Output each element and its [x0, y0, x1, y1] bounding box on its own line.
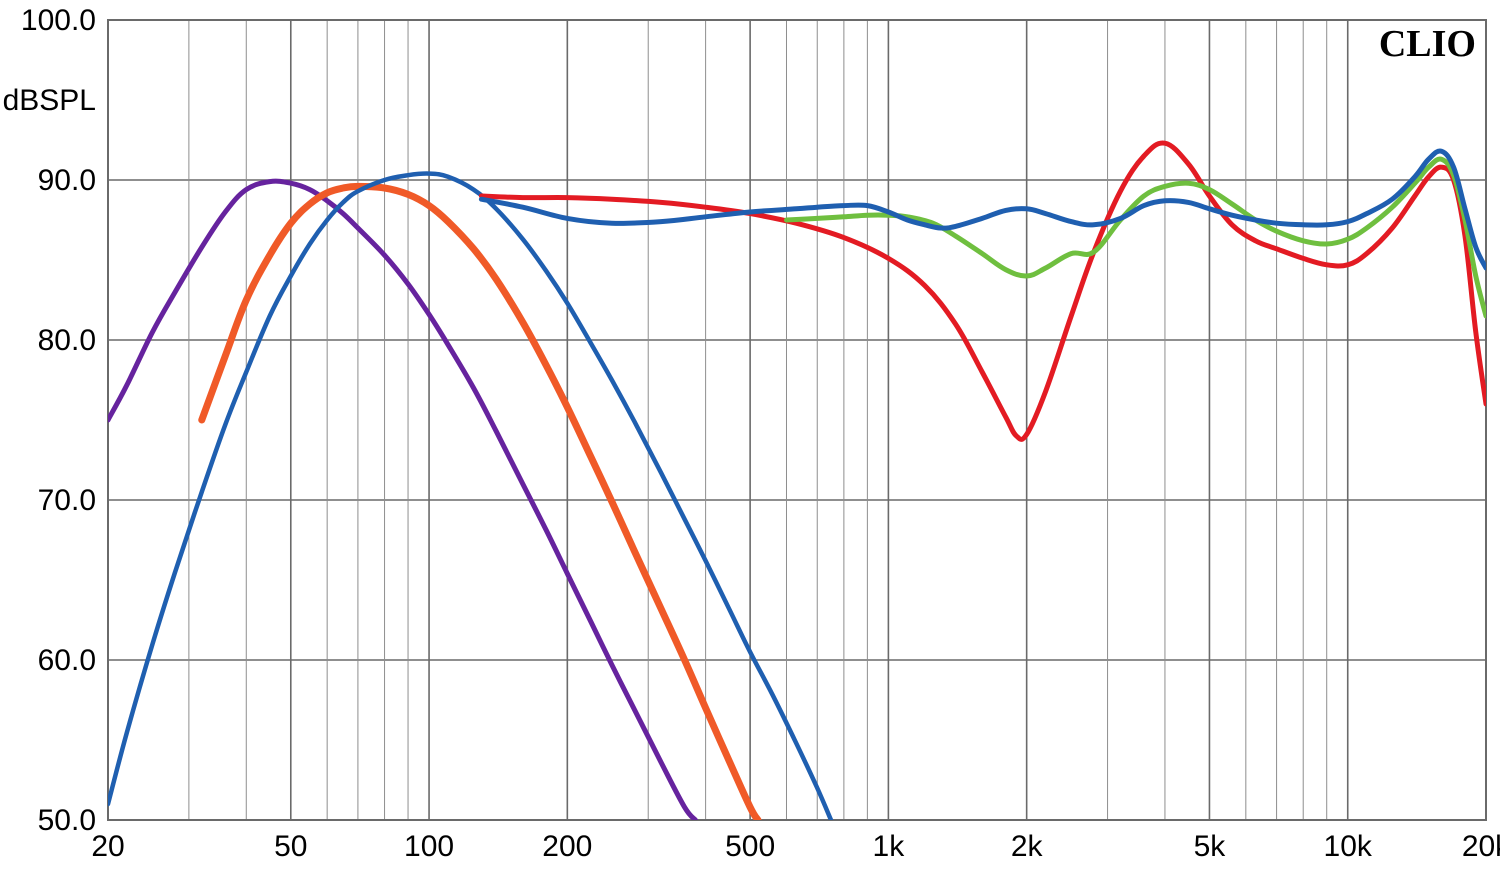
y-axis-label: dBSPL: [3, 84, 96, 117]
x-tick-label: 2k: [1011, 830, 1044, 863]
frequency-response-chart: 50.0 60.0 70.0 80.0 90.0 100.0 dBSPL 20 50 100 200…: [0, 0, 1500, 877]
y-tick-label: 100.0: [21, 4, 96, 37]
x-tick-label: 5k: [1194, 830, 1227, 863]
y-tick-label: 80.0: [38, 324, 96, 357]
x-tick-label: 50: [274, 830, 307, 863]
x-tick-label: 200: [542, 830, 592, 863]
y-tick-label: 50.0: [38, 804, 96, 837]
x-tick-label: 100: [404, 830, 454, 863]
x-tick-label: 1k: [873, 830, 906, 863]
watermark: CLIO: [1379, 23, 1476, 65]
x-tick-label: 10k: [1324, 830, 1373, 863]
y-tick-label: 60.0: [38, 644, 96, 677]
x-tick-label: 20: [91, 830, 124, 863]
y-tick-label: 70.0: [38, 484, 96, 517]
y-tick-label: 90.0: [38, 164, 96, 197]
x-tick-label: 500: [725, 830, 775, 863]
x-tick-label: 20k: [1462, 830, 1500, 863]
